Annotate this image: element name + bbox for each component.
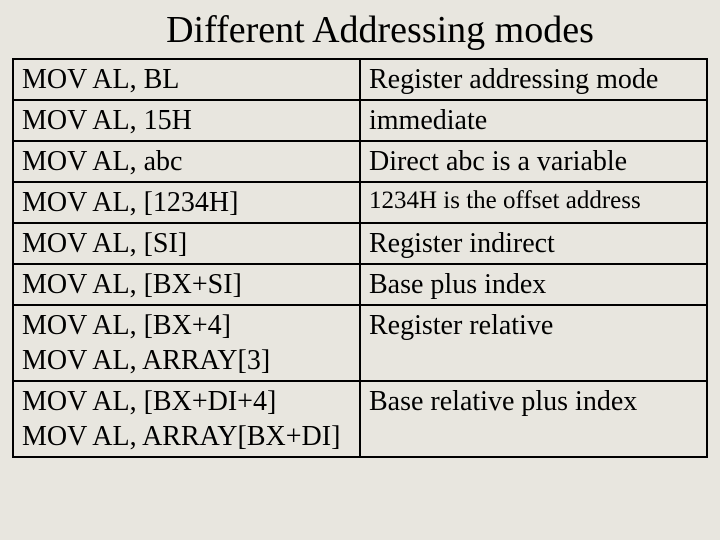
instruction-cell: MOV AL, [BX+DI+4] MOV AL, ARRAY[BX+DI] <box>13 381 360 457</box>
description-cell: Register addressing mode <box>360 59 707 100</box>
table-row: MOV AL, BLRegister addressing mode <box>13 59 707 100</box>
instruction-cell: MOV AL, [SI] <box>13 223 360 264</box>
description-cell: immediate <box>360 100 707 141</box>
addressing-modes-table: MOV AL, BLRegister addressing modeMOV AL… <box>12 58 708 458</box>
slide: Different Addressing modes MOV AL, BLReg… <box>0 0 720 540</box>
table-container: MOV AL, BLRegister addressing modeMOV AL… <box>12 58 708 458</box>
table-row: MOV AL, 15Himmediate <box>13 100 707 141</box>
description-cell: Register indirect <box>360 223 707 264</box>
instruction-cell: MOV AL, [BX+4] MOV AL, ARRAY[3] <box>13 305 360 381</box>
table-row: MOV AL, abcDirect abc is a variable <box>13 141 707 182</box>
instruction-cell: MOV AL, 15H <box>13 100 360 141</box>
instruction-cell: MOV AL, [BX+SI] <box>13 264 360 305</box>
instruction-cell: MOV AL, BL <box>13 59 360 100</box>
table-row: MOV AL, [1234H]1234H is the offset addre… <box>13 182 707 223</box>
table-row: MOV AL, [BX+DI+4] MOV AL, ARRAY[BX+DI]Ba… <box>13 381 707 457</box>
description-cell: 1234H is the offset address <box>360 182 707 223</box>
table-row: MOV AL, [BX+4] MOV AL, ARRAY[3]Register … <box>13 305 707 381</box>
table-row: MOV AL, [BX+SI]Base plus index <box>13 264 707 305</box>
instruction-cell: MOV AL, [1234H] <box>13 182 360 223</box>
instruction-cell: MOV AL, abc <box>13 141 360 182</box>
description-cell: Base relative plus index <box>360 381 707 457</box>
table-row: MOV AL, [SI]Register indirect <box>13 223 707 264</box>
description-cell: Direct abc is a variable <box>360 141 707 182</box>
description-cell: Register relative <box>360 305 707 381</box>
description-cell: Base plus index <box>360 264 707 305</box>
slide-title: Different Addressing modes <box>0 8 720 52</box>
